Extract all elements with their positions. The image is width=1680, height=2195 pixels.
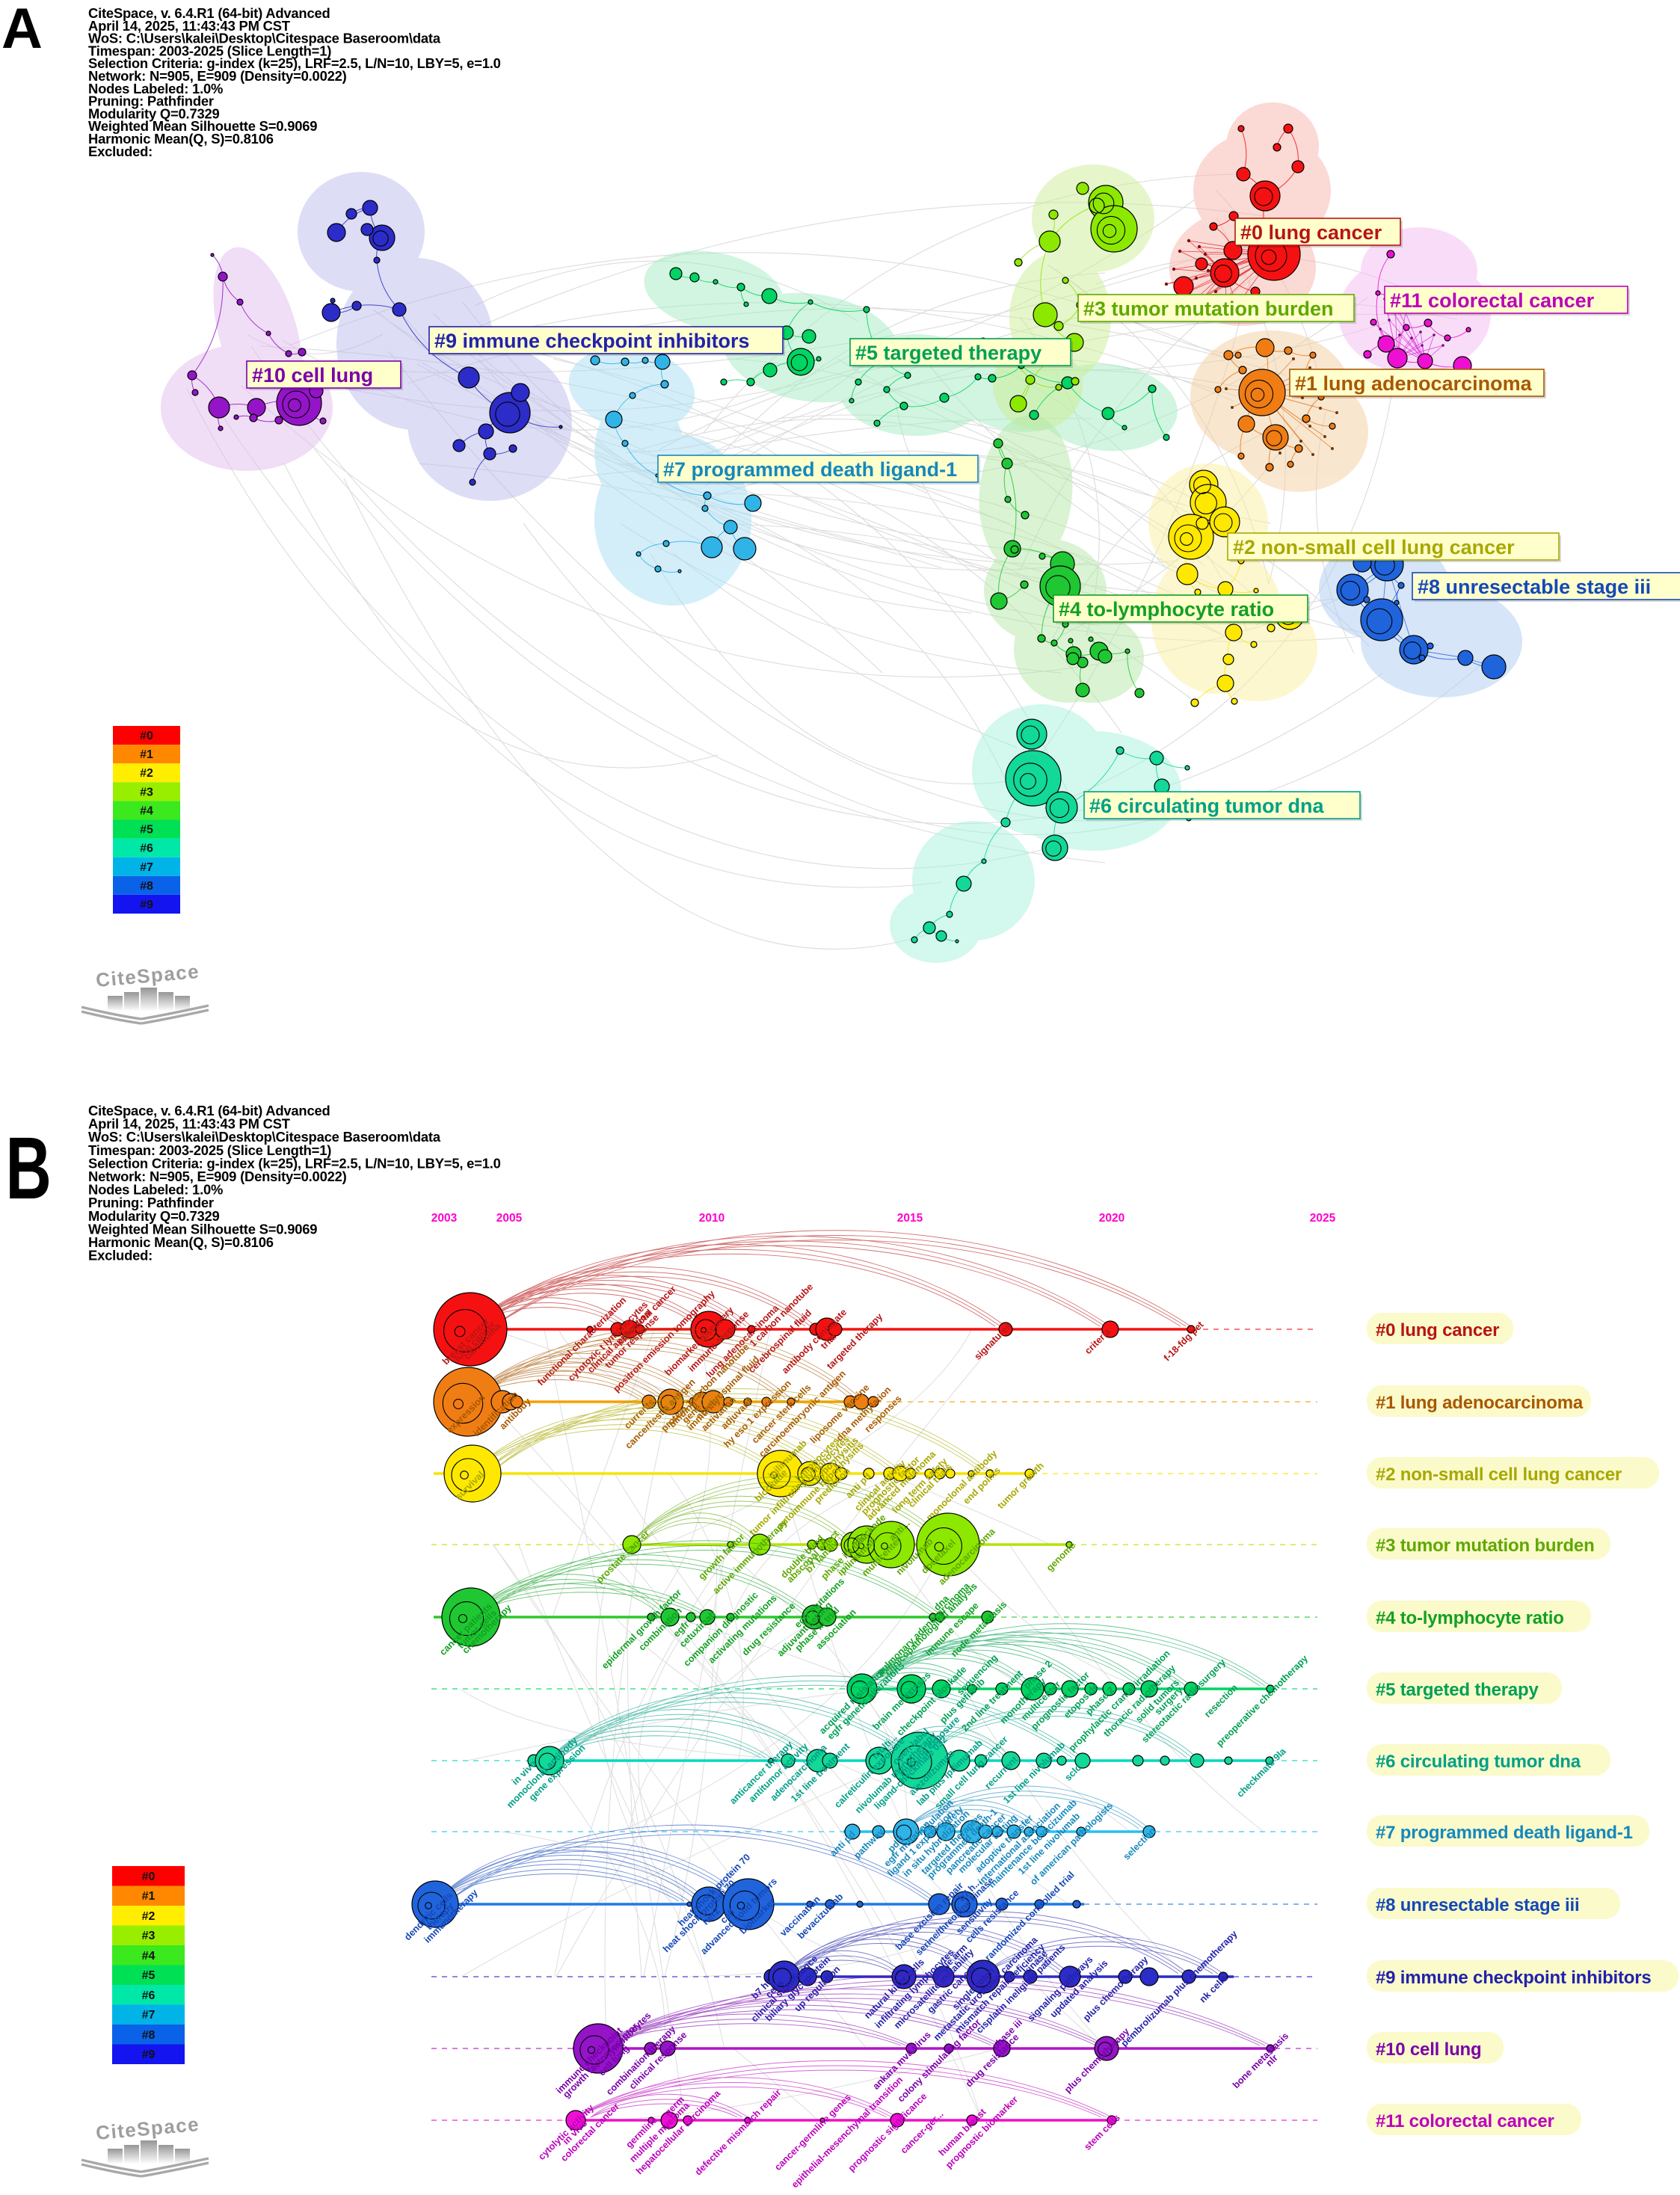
svg-text:April 14, 2025, 11:43:43 PM CS: April 14, 2025, 11:43:43 PM CST [88,18,291,34]
svg-text:#9: #9 [142,2048,156,2061]
svg-text:#2 non-small cell lung cancer: #2 non-small cell lung cancer [1233,536,1515,558]
svg-text:Nodes Labeled: 1.0%: Nodes Labeled: 1.0% [88,81,223,96]
svg-text:#2: #2 [140,767,153,780]
svg-text:Excluded:: Excluded: [88,1248,153,1263]
svg-text:#5 targeted therapy: #5 targeted therapy [855,342,1041,364]
svg-text:2015: 2015 [897,1212,923,1225]
svg-text:A: A [1,0,43,61]
svg-text:#4 to-lymphocyte ratio: #4 to-lymphocyte ratio [1376,1608,1564,1628]
svg-text:2003: 2003 [431,1212,458,1225]
svg-text:#9 immune checkpoint inhibitor: #9 immune checkpoint inhibitors [1376,1968,1652,1988]
svg-text:Harmonic Mean(Q, S)=0.8106: Harmonic Mean(Q, S)=0.8106 [88,131,274,147]
svg-text:#6 circulating tumor dna: #6 circulating tumor dna [1376,1752,1581,1772]
svg-text:#10 cell lung: #10 cell lung [252,364,373,387]
svg-text:#1 lung adenocarcinoma: #1 lung adenocarcinoma [1295,372,1533,395]
svg-text:#1 lung adenocarcinoma: #1 lung adenocarcinoma [1376,1393,1584,1413]
svg-text:#5: #5 [140,824,153,837]
svg-text:2025: 2025 [1310,1212,1336,1225]
svg-text:#11 colorectal cancer: #11 colorectal cancer [1390,289,1595,312]
svg-text:#4: #4 [140,805,153,818]
svg-text:Weighted Mean Silhouette S=0.9: Weighted Mean Silhouette S=0.9069 [88,1221,317,1237]
svg-text:#4: #4 [142,1950,156,1962]
svg-text:2010: 2010 [699,1212,724,1225]
svg-text:Selection Criteria: g-index (k: Selection Criteria: g-index (k=25), LRF=… [88,55,501,71]
svg-text:#8: #8 [140,880,153,893]
svg-text:#0: #0 [142,1871,156,1883]
svg-text:Timespan: 2003-2025 (Slice Len: Timespan: 2003-2025 (Slice Length=1) [88,1142,331,1158]
svg-text:#10 cell lung: #10 cell lung [1376,2039,1481,2060]
svg-text:Nodes Labeled: 1.0%: Nodes Labeled: 1.0% [88,1182,223,1198]
svg-text:#6 circulating tumor dna: #6 circulating tumor dna [1089,795,1325,817]
svg-text:B: B [5,1118,51,1217]
svg-text:Weighted Mean Silhouette S=0.9: Weighted Mean Silhouette S=0.9069 [88,118,317,134]
svg-text:Pruning: Pathfinder: Pruning: Pathfinder [88,93,214,109]
svg-text:#8 unresectable stage iii: #8 unresectable stage iii [1418,576,1651,598]
svg-text:Network: N=905, E=909 (Density: Network: N=905, E=909 (Density=0.0022) [88,1169,347,1184]
svg-text:#5 targeted therapy: #5 targeted therapy [1376,1680,1539,1700]
svg-text:CiteSpace, v. 6.4.R1 (64-bit): CiteSpace, v. 6.4.R1 (64-bit) Advanced [88,5,330,21]
svg-text:#8: #8 [142,2029,156,2042]
svg-text:Excluded:: Excluded: [88,144,153,159]
svg-text:Selection Criteria: g-index (k: Selection Criteria: g-index (k=25), LRF=… [88,1155,501,1171]
svg-text:#7 programmed death ligand-1: #7 programmed death ligand-1 [1376,1823,1633,1843]
svg-text:Modularity Q=0.7329: Modularity Q=0.7329 [88,1208,220,1224]
svg-text:#8 unresectable stage iii: #8 unresectable stage iii [1376,1895,1579,1915]
svg-text:#1: #1 [140,748,153,761]
svg-text:#0: #0 [140,730,153,742]
svg-text:#2: #2 [142,1910,156,1923]
svg-text:#7: #7 [142,2009,156,2022]
svg-text:#3: #3 [140,786,153,798]
svg-text:CiteSpace, v. 6.4.R1 (64-bit): CiteSpace, v. 6.4.R1 (64-bit) Advanced [88,1103,330,1118]
svg-text:#3 tumor mutation burden: #3 tumor mutation burden [1083,298,1334,320]
svg-text:#6: #6 [140,843,153,855]
svg-text:#2 non-small cell lung cancer: #2 non-small cell lung cancer [1376,1465,1622,1485]
svg-text:#7 programmed death ligand-1: #7 programmed death ligand-1 [663,458,957,481]
svg-text:#5: #5 [142,1969,156,1982]
svg-text:#0 lung cancer: #0 lung cancer [1376,1320,1499,1340]
svg-text:#0 lung cancer: #0 lung cancer [1240,221,1382,244]
svg-text:April 14, 2025, 11:43:43 PM CS: April 14, 2025, 11:43:43 PM CST [88,1116,291,1132]
svg-text:2005: 2005 [496,1212,523,1225]
svg-text:Pruning: Pathfinder: Pruning: Pathfinder [88,1195,214,1210]
svg-text:#4 to-lymphocyte ratio: #4 to-lymphocyte ratio [1059,598,1274,621]
svg-text:#3 tumor mutation burden: #3 tumor mutation burden [1376,1536,1595,1556]
svg-text:#9 immune checkpoint inhibitor: #9 immune checkpoint inhibitors [434,330,750,352]
svg-text:#1: #1 [142,1890,156,1903]
svg-text:#3: #3 [142,1930,156,1942]
svg-text:#9: #9 [140,899,153,911]
svg-text:#11 colorectal cancer: #11 colorectal cancer [1376,2111,1554,2131]
svg-text:WoS: C:\Users\kalei\Desktop\Ci: WoS: C:\Users\kalei\Desktop\Citespace Ba… [88,31,441,46]
svg-text:Network: N=905, E=909 (Density: Network: N=905, E=909 (Density=0.0022) [88,68,347,84]
svg-text:#6: #6 [142,1989,156,2002]
svg-text:#7: #7 [140,861,153,874]
svg-text:WoS: C:\Users\kalei\Desktop\Ci: WoS: C:\Users\kalei\Desktop\Citespace Ba… [88,1129,441,1145]
svg-text:2020: 2020 [1099,1212,1124,1225]
svg-text:Modularity Q=0.7329: Modularity Q=0.7329 [88,105,220,121]
svg-text:Timespan: 2003-2025 (Slice Len: Timespan: 2003-2025 (Slice Length=1) [88,43,331,58]
svg-text:Harmonic Mean(Q, S)=0.8106: Harmonic Mean(Q, S)=0.8106 [88,1234,274,1250]
